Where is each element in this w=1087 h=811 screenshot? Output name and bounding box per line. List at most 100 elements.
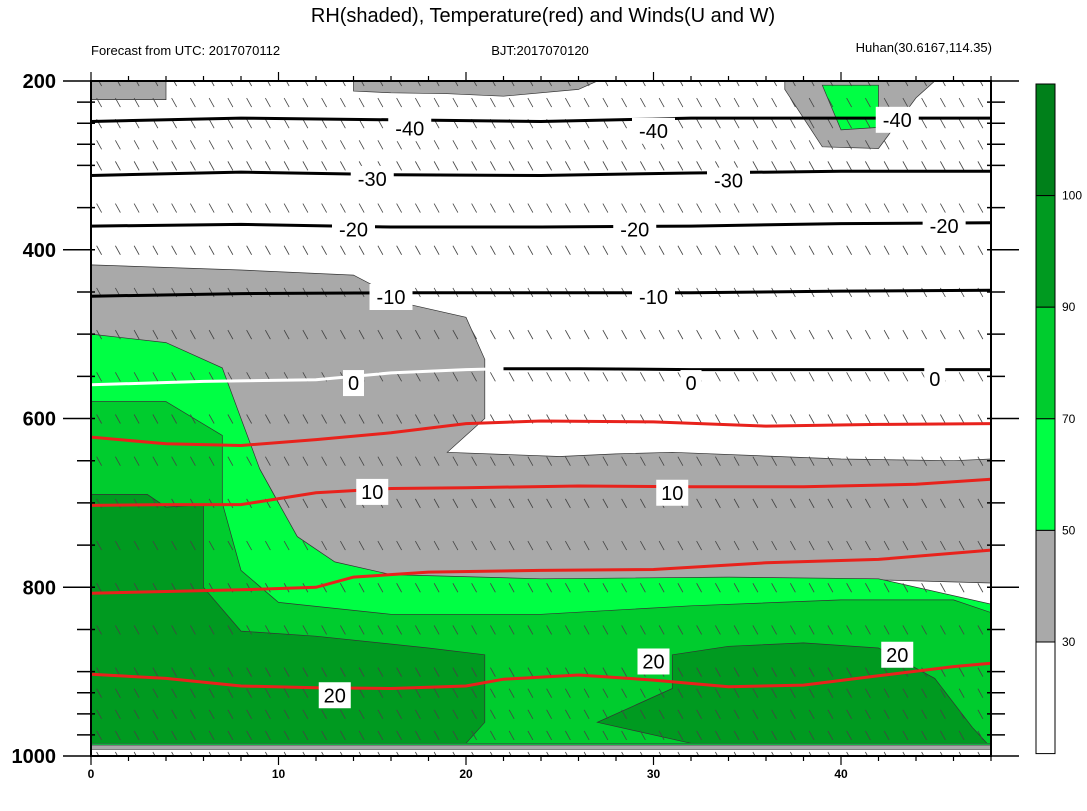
wind-barb xyxy=(565,97,571,108)
wind-barb xyxy=(377,140,384,150)
wind-barb xyxy=(171,688,177,698)
wind-barb xyxy=(527,730,534,741)
wind-barb xyxy=(340,583,346,593)
station-label: Huhan(30.6167,114.35) xyxy=(856,40,992,55)
wind-barb xyxy=(621,161,627,171)
wind-barb xyxy=(977,709,984,720)
wind-barb xyxy=(771,688,777,698)
wind-barb xyxy=(715,245,721,255)
wind-barb xyxy=(171,456,177,466)
wind-barb xyxy=(471,456,477,466)
wind-barb xyxy=(827,688,834,698)
wind-barb xyxy=(658,625,665,635)
wind-barb xyxy=(377,414,384,424)
wind-barb xyxy=(621,329,627,340)
wind-barb xyxy=(658,456,665,466)
colorbar-swatch xyxy=(1035,418,1056,531)
wind-barb xyxy=(715,414,721,424)
wind-barb xyxy=(733,245,740,255)
wind-barb xyxy=(171,161,177,171)
wind-barb xyxy=(508,709,515,720)
wind-barb xyxy=(602,372,609,382)
wind-barb xyxy=(846,372,852,382)
wind-barb xyxy=(490,583,496,593)
wind-barb xyxy=(246,709,252,720)
wind-barb xyxy=(265,97,271,108)
temp-contour-10 xyxy=(91,419,991,448)
wind-barb xyxy=(152,203,159,213)
wind-barb xyxy=(133,245,140,255)
wind-barb xyxy=(602,245,609,255)
wind-barb xyxy=(940,329,946,340)
wind-barb xyxy=(133,456,140,466)
wind-barb xyxy=(302,456,309,466)
wind-barb xyxy=(640,372,646,382)
wind-barb xyxy=(433,414,440,424)
wind-barb xyxy=(227,329,234,340)
wind-barb xyxy=(733,372,740,382)
wind-barb xyxy=(602,161,609,171)
wind-barb xyxy=(171,414,177,424)
wind-barb xyxy=(471,583,477,593)
wind-barb xyxy=(396,583,402,593)
wind-barb xyxy=(977,140,984,150)
wind-barb xyxy=(790,688,796,698)
wind-barb xyxy=(415,667,421,677)
wind-barb xyxy=(583,161,590,171)
wind-barb xyxy=(190,625,196,635)
wind-barb xyxy=(827,372,834,382)
wind-barb xyxy=(340,203,346,213)
wind-barb xyxy=(527,203,534,213)
wind-barb xyxy=(640,456,646,466)
wind-barb xyxy=(565,456,571,466)
wind-barb xyxy=(677,456,684,466)
colorbar-label: 50 xyxy=(1062,523,1076,537)
contour-label: 0 xyxy=(348,373,359,395)
wind-barb xyxy=(715,456,721,466)
wind-barb xyxy=(921,709,927,720)
wind-barb xyxy=(865,583,871,593)
wind-barb xyxy=(265,625,271,635)
wind-barb xyxy=(902,751,906,756)
wind-barb xyxy=(583,372,590,382)
wind-barb xyxy=(527,751,531,756)
wind-barb xyxy=(677,118,684,129)
wind-barb xyxy=(152,730,159,741)
chart-title: RH(shaded), Temperature(red) and Winds(U… xyxy=(311,5,775,27)
wind-barb xyxy=(677,709,684,720)
wind-barb xyxy=(921,730,927,741)
wind-barb xyxy=(733,625,740,635)
wind-barb xyxy=(827,161,834,171)
wind-barb xyxy=(508,730,515,741)
contour-label-bg xyxy=(388,115,432,142)
wind-barb xyxy=(452,625,459,635)
wind-barb xyxy=(396,245,402,255)
wind-barb xyxy=(658,540,665,551)
wind-barb xyxy=(790,140,796,150)
wind-barb xyxy=(677,329,684,340)
wind-barb xyxy=(96,329,102,340)
wind-barb xyxy=(902,540,909,551)
wind-barb xyxy=(302,118,309,129)
colorbar-swatch xyxy=(1035,83,1056,197)
wind-barb xyxy=(846,625,852,635)
wind-barb xyxy=(808,667,815,677)
wind-barb xyxy=(490,97,496,108)
wind-barb xyxy=(115,456,121,466)
wind-barb xyxy=(846,329,852,340)
wind-barb xyxy=(602,456,609,466)
wind-barb xyxy=(658,709,665,720)
wind-barb xyxy=(696,709,702,720)
wind-barb xyxy=(602,203,609,213)
wind-barb xyxy=(246,245,252,255)
wind-barb xyxy=(358,203,365,213)
contour-label: 20 xyxy=(642,652,664,674)
wind-barb xyxy=(415,498,421,509)
wind-barb xyxy=(865,709,871,720)
wind-barb xyxy=(733,688,740,698)
wind-barb xyxy=(733,414,740,424)
wind-barb xyxy=(808,709,815,720)
wind-barb xyxy=(152,625,159,635)
wind-barb xyxy=(133,414,140,424)
wind-barb xyxy=(208,161,215,171)
